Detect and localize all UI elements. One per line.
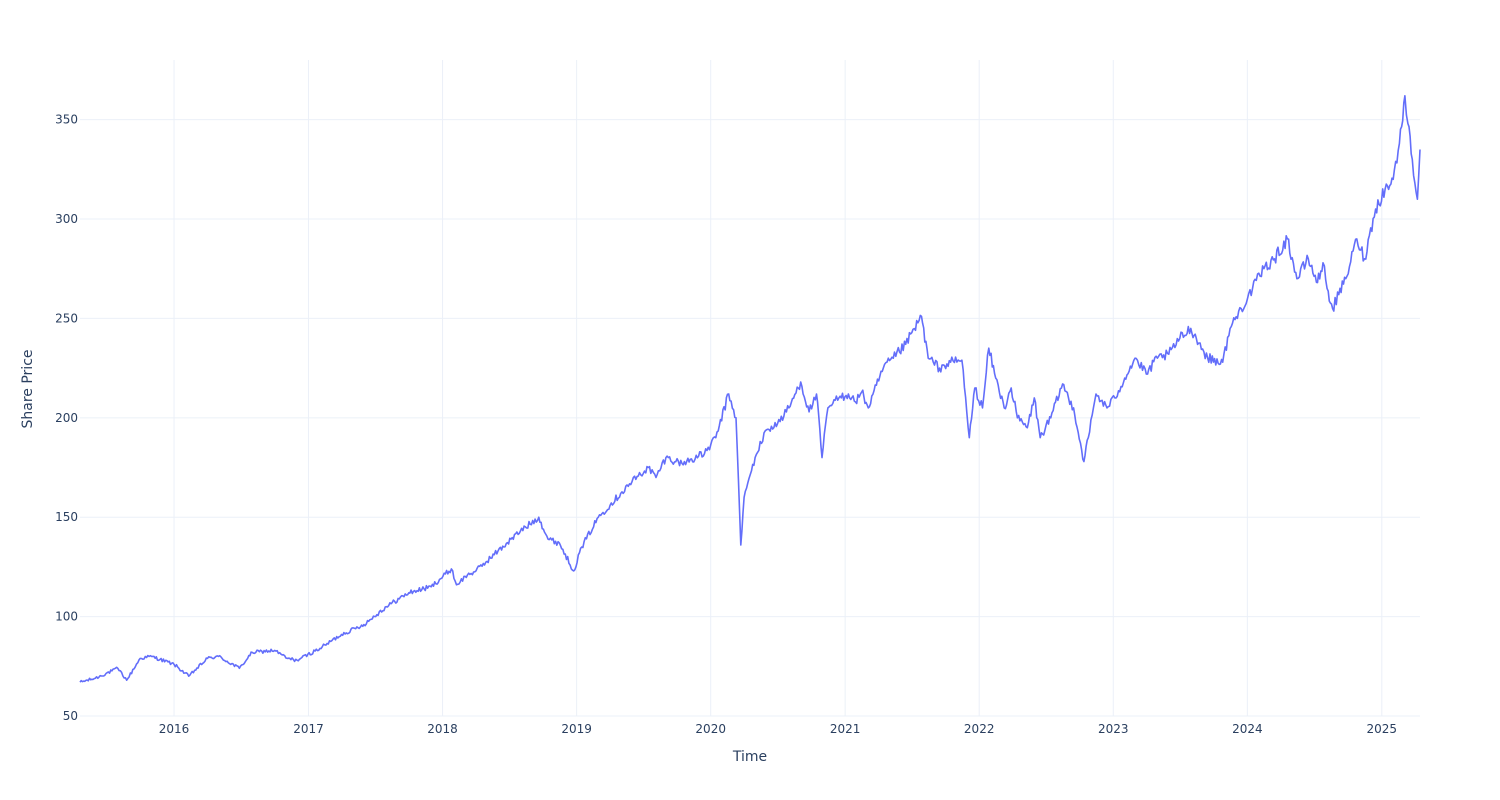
x-tick-label-2023: 2023: [1098, 722, 1129, 736]
x-tick-label-2017: 2017: [293, 722, 324, 736]
x-tick-label-2024: 2024: [1232, 722, 1263, 736]
share-price-series-line: [79, 95, 1421, 683]
x-tick-label-2019: 2019: [561, 722, 592, 736]
y-tick-label-250: 250: [55, 311, 78, 325]
x-tick-label-2020: 2020: [695, 722, 726, 736]
y-axis-tick-labels: 50 100 150 200 250 300 350: [55, 113, 78, 723]
y-tick-label-50: 50: [63, 709, 78, 723]
x-axis-title: Time: [732, 749, 767, 765]
y-tick-label-300: 300: [55, 212, 78, 226]
x-axis-tick-labels: 2016 2017 2018 2019 2020 2021 2022 2023 2024 2025: [159, 722, 1397, 736]
y-tick-label-100: 100: [55, 610, 78, 624]
x-tick-label-2021: 2021: [830, 722, 861, 736]
x-tick-label-2016: 2016: [159, 722, 190, 736]
plot-area: [79, 95, 1421, 683]
x-gridlines: [173, 60, 1383, 716]
x-tick-label-2018: 2018: [427, 722, 458, 736]
y-gridlines: [80, 119, 1420, 717]
y-tick-label-350: 350: [55, 113, 78, 127]
y-tick-label-200: 200: [55, 411, 78, 425]
y-tick-label-150: 150: [55, 510, 78, 524]
x-tick-label-2022: 2022: [964, 722, 995, 736]
y-axis-title: Share Price: [20, 349, 36, 428]
x-tick-label-2025: 2025: [1367, 722, 1398, 736]
